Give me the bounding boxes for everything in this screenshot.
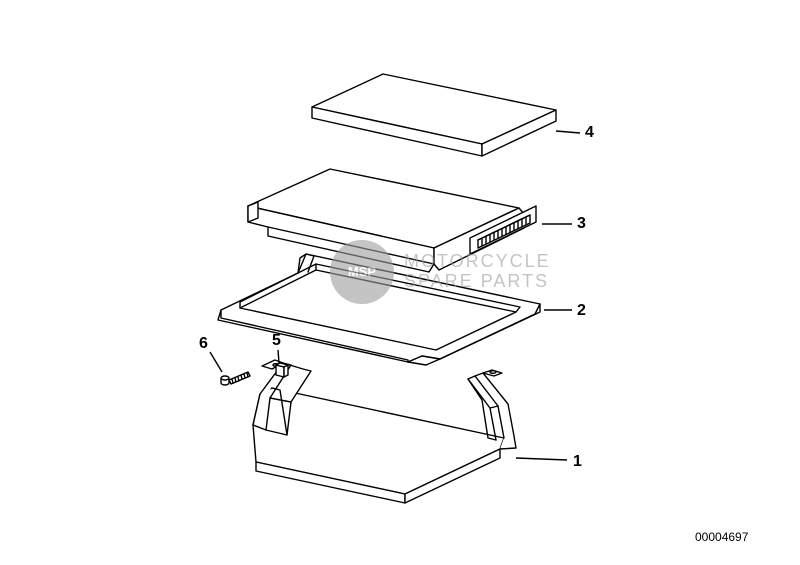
watermark: MSP MOTORCYCLE SPARE PARTS (330, 236, 551, 308)
watermark-line2: SPARE PARTS (404, 272, 551, 292)
callout-line-4 (556, 131, 580, 133)
callout-label-6: 6 (199, 335, 208, 353)
document-id: 00004697 (695, 530, 748, 544)
part-3-notch (248, 202, 258, 222)
callout-label-2: 2 (577, 302, 586, 320)
callout-line-1 (516, 458, 567, 460)
callout-line-5 (278, 350, 279, 363)
part-5-side (284, 365, 288, 377)
callout-label-5: 5 (272, 332, 281, 350)
callout-label-3: 3 (577, 215, 586, 233)
watermark-logo: MSP (330, 240, 394, 304)
part-6-head (221, 376, 229, 385)
watermark-text: MOTORCYCLE SPARE PARTS (404, 252, 551, 292)
callout-label-1: 1 (573, 453, 582, 471)
callout-label-4: 4 (585, 124, 594, 142)
watermark-line1: MOTORCYCLE (404, 252, 551, 272)
part-1-right-wall-inner-b (490, 406, 498, 408)
callout-line-6 (210, 352, 222, 372)
diagram-canvas: MSP MOTORCYCLE SPARE PARTS 00004697 1 2 3 4… (0, 0, 800, 565)
watermark-logo-text: MSP (348, 265, 376, 279)
